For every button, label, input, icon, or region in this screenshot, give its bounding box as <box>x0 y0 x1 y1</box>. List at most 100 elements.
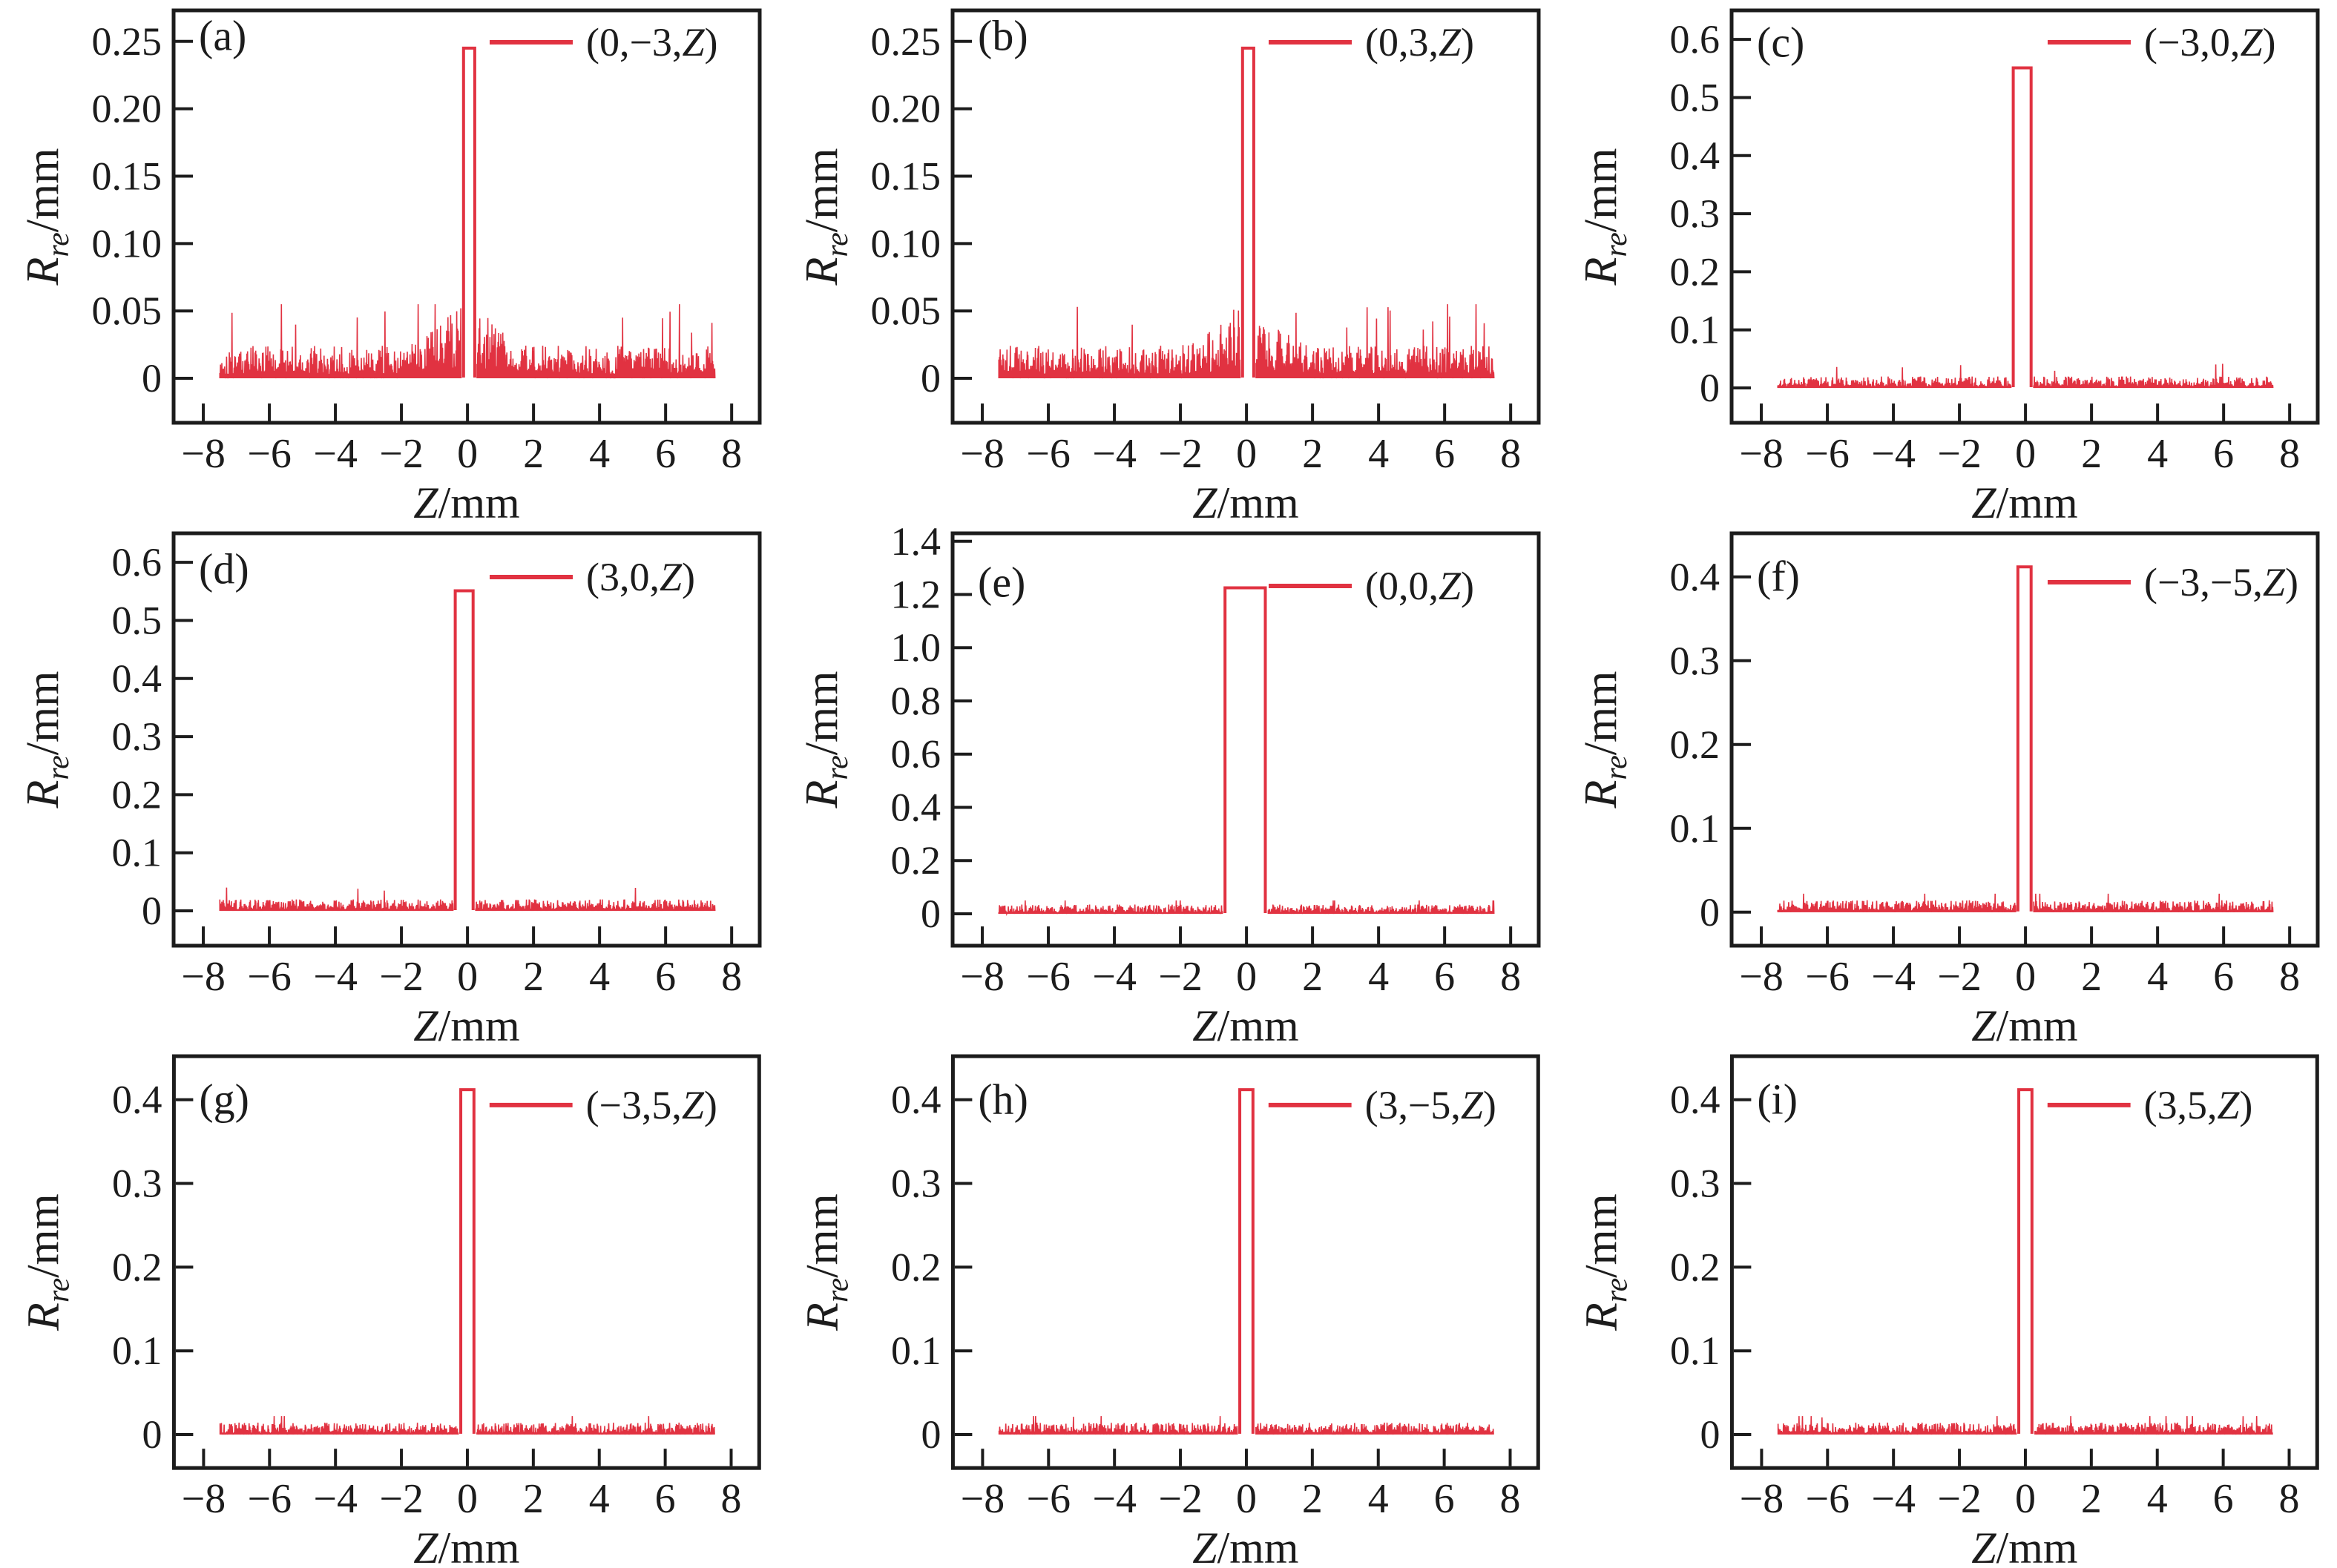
x-tick-label: −6 <box>247 954 292 1000</box>
x-tick-label: −6 <box>1026 954 1071 1000</box>
y-axis-ticks: 0 0.05 0.10 0.15 0.20 0.25 <box>92 19 193 401</box>
noise-trace <box>219 887 716 912</box>
x-axis-ticks: −8 −6 −4 −2 0 2 4 6 8 <box>960 403 1521 477</box>
legend-h: (3,−5,Z) <box>1268 1083 1496 1127</box>
x-axis-ticks: −8 −6 −4 −2 0 2 4 6 8 <box>1739 926 2300 1000</box>
noise-trace <box>1777 1416 2273 1435</box>
x-tick-label: −2 <box>1158 431 1203 477</box>
legend-label: (3,−5,Z) <box>1365 1083 1496 1127</box>
x-tick-label: 4 <box>1368 1476 1389 1522</box>
y-tick-label: 0.10 <box>871 221 941 266</box>
peak-pulse <box>461 46 476 378</box>
y-tick-label: 0.1 <box>112 1328 162 1373</box>
x-tick-label: −2 <box>1158 954 1203 1000</box>
y-tick-label: 0.3 <box>1670 1162 1720 1206</box>
x-tick-label: −2 <box>1937 1476 1981 1522</box>
panel-letter: (i) <box>1757 1075 1798 1123</box>
y-axis-ticks: 0 0.1 0.2 0.3 0.4 <box>112 1078 194 1457</box>
panel-b: 0 0.05 0.10 0.15 0.20 0.25 −8 −6 −4 −2 0 2 4 6 8 Z/mm Rr… <box>779 0 1558 523</box>
x-axis-ticks: −8 −6 −4 −2 0 2 4 6 8 <box>181 403 742 477</box>
noise-trace <box>1777 893 2274 913</box>
x-tick-label: 8 <box>721 1476 742 1522</box>
legend-label: (−3,0,Z) <box>2144 20 2275 65</box>
x-tick-label: −8 <box>1740 1476 1784 1522</box>
plot-f-chart: 00.10.20.30.4−8 −6 −4 −2 0 2 4 6 8Z/mmRre/mm(f)(… <box>1576 531 2320 1046</box>
peak-pulse <box>1223 586 1267 913</box>
y-tick-label: 0.1 <box>891 1328 941 1373</box>
x-axis-label: Z/mm <box>1971 1001 2077 1046</box>
x-tick-label: −4 <box>1871 954 1916 1000</box>
x-axis-label: Z/mm <box>413 478 519 523</box>
panel-letter: (f) <box>1757 553 1800 601</box>
y-tick-label: 0 <box>921 892 941 936</box>
x-tick-label: 6 <box>2213 1476 2234 1522</box>
y-axis-label: Rre/mm <box>798 1193 855 1331</box>
x-tick-label: 8 <box>2279 954 2300 1000</box>
y-tick-label: 0.6 <box>112 540 162 584</box>
y-tick-label: 0.2 <box>891 1245 941 1289</box>
y-tick-label: 0.3 <box>1670 639 1720 683</box>
x-tick-label: 8 <box>1500 954 1521 1000</box>
noise-trace <box>998 1416 1494 1435</box>
x-tick-label: 2 <box>523 1476 544 1522</box>
x-tick-label: −2 <box>379 1476 423 1522</box>
x-tick-label: −6 <box>1805 954 1850 1000</box>
y-tick-label: 0.4 <box>1670 1078 1720 1122</box>
x-tick-label: −2 <box>1937 954 1982 1000</box>
plot-border <box>171 531 762 948</box>
y-tick-label: 0.4 <box>112 656 162 701</box>
panel-letter: (a) <box>199 12 246 60</box>
y-tick-label: 1.0 <box>891 625 941 670</box>
panel-letter: (b) <box>978 12 1028 60</box>
x-tick-label: 4 <box>2147 431 2168 477</box>
panel-h: 0 0.1 0.2 0.3 0.4 −8 −6 −4 −2 0 2 4 6 8 Z/mm Rre/mm (h)(… <box>779 1046 1558 1568</box>
y-tick-label: 1.2 <box>891 573 941 617</box>
x-tick-label: −4 <box>1871 431 1916 477</box>
y-tick-label: 0.6 <box>891 732 941 777</box>
y-tick-label: 0.3 <box>1670 191 1720 236</box>
x-axis-label: Z/mm <box>1971 1523 2077 1568</box>
x-tick-label: −6 <box>1026 431 1071 477</box>
x-axis-label: Z/mm <box>1192 1523 1298 1568</box>
x-tick-label: 4 <box>1368 954 1389 1000</box>
plot-border <box>171 8 762 425</box>
panel-e: 0 0.2 0.4 0.6 0.8 1.0 1.2 1.4 −8 −6 −4 −2 0 2 4 6 8 Z/mm R… <box>779 523 1558 1046</box>
y-axis-ticks: 0 0.1 0.2 0.3 0.4 <box>891 1078 973 1457</box>
x-tick-label: 0 <box>457 954 478 1000</box>
y-tick-label: 0.3 <box>112 1162 162 1206</box>
x-tick-label: 6 <box>655 954 676 1000</box>
legend-label: (−3,−5,Z) <box>2144 560 2298 605</box>
y-tick-label: 0.2 <box>1670 722 1720 767</box>
x-tick-label: −2 <box>379 431 424 477</box>
y-axis-ticks: 0 0.05 0.10 0.15 0.20 0.25 <box>871 19 972 401</box>
y-tick-label: 0.3 <box>891 1162 941 1206</box>
x-tick-label: 6 <box>655 1476 676 1522</box>
x-axis-ticks: −8 −6 −4 −2 0 2 4 6 8 <box>960 926 1521 1000</box>
x-tick-label: 0 <box>2015 431 2036 477</box>
plot-border <box>950 1054 1540 1470</box>
peak-pulse <box>2011 66 2033 387</box>
x-tick-label: 2 <box>1302 954 1323 1000</box>
noise-trace <box>1777 363 2274 389</box>
y-axis-ticks: 0 0.1 0.2 0.3 0.4 0.5 0.6 <box>1670 17 1751 410</box>
y-tick-label: 0.05 <box>871 289 941 333</box>
y-tick-label: 0 <box>142 889 162 933</box>
x-tick-label: 8 <box>721 954 742 1000</box>
plot-c-chart: 00.10.20.30.40.50.6−8 −6 −4 −2 0 2 4 6 8Z/mmRre/… <box>1576 8 2320 523</box>
x-tick-label: −8 <box>1739 954 1784 1000</box>
x-tick-label: 8 <box>1500 431 1521 477</box>
plot-border <box>1729 1054 2319 1470</box>
peak-pulse <box>459 1088 476 1434</box>
y-tick-label: 0.5 <box>112 598 162 642</box>
x-tick-label: −6 <box>248 1476 292 1522</box>
legend-i: (3,5,Z) <box>2047 1083 2253 1127</box>
x-tick-label: 2 <box>1302 1476 1323 1522</box>
legend-label: (3,5,Z) <box>2144 1083 2253 1127</box>
y-tick-label: 0.1 <box>1670 806 1720 851</box>
x-axis-ticks: −8 −6 −4 −2 0 2 4 6 8 <box>1739 403 2300 477</box>
plot-border <box>1729 8 2320 425</box>
x-tick-label: 4 <box>589 1476 610 1522</box>
x-tick-label: 6 <box>655 431 676 477</box>
legend-label: (0,0,Z) <box>1365 564 1474 608</box>
panel-letter: (h) <box>978 1075 1028 1123</box>
